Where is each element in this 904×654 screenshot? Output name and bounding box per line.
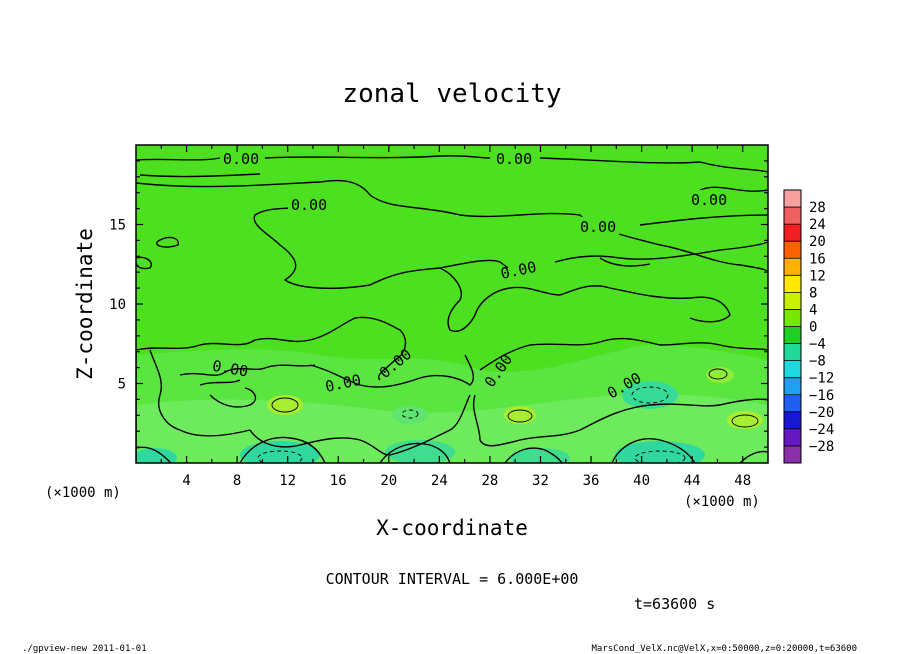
colorbar-label: −4 xyxy=(809,337,826,353)
y-tick-labels: 5 10 15 xyxy=(109,218,126,393)
colorbar-swatch xyxy=(784,428,801,447)
colorbar-label: 0 xyxy=(809,320,817,336)
colorbar-label: 4 xyxy=(809,302,817,318)
colorbar-label: −16 xyxy=(809,388,834,404)
x-tick-label: 40 xyxy=(633,473,650,489)
colorbar-label: 16 xyxy=(809,251,826,267)
contour-label: 0.00 xyxy=(580,218,616,236)
y-axis-label: Z-coordinate xyxy=(73,228,97,380)
x-tick-marks xyxy=(160,145,744,463)
footer-left-text: ./gpview-new 2011-01-01 xyxy=(22,644,147,654)
footer-right-text: MarsCond_VelX.nc@VelX,x=0:50000,z=0:2000… xyxy=(591,644,857,654)
y-tick-label: 15 xyxy=(109,218,126,234)
x-tick-label: 32 xyxy=(532,473,549,489)
x-tick-label: 8 xyxy=(233,473,241,489)
colorbar-swatch xyxy=(784,343,801,361)
colorbar-swatch xyxy=(784,394,801,413)
x-tick-label: 16 xyxy=(330,473,347,489)
x-tick-label: 12 xyxy=(279,473,296,489)
x-tick-label: 24 xyxy=(431,473,448,489)
x-tick-label: 48 xyxy=(734,473,751,489)
colorbar-label: 12 xyxy=(809,268,826,284)
x-tick-label: 4 xyxy=(182,473,190,489)
x-tick-label: 44 xyxy=(684,473,701,489)
chart-title: zonal velocity xyxy=(342,79,561,109)
colorbar xyxy=(783,189,802,464)
colorbar-swatch xyxy=(784,309,801,327)
x-axis-label: X-coordinate xyxy=(376,516,528,540)
colorbar-label: −24 xyxy=(809,422,834,438)
colorbar-label: 20 xyxy=(809,234,826,250)
time-label: t=63600 s xyxy=(634,595,715,613)
contour-interval-text: CONTOUR INTERVAL = 6.000E+00 xyxy=(326,570,579,588)
x-tick-label: 36 xyxy=(583,473,600,489)
contour-label: 0.00 xyxy=(211,357,250,381)
colorbar-swatch xyxy=(784,360,801,378)
contour-label: 0.00 xyxy=(496,150,532,168)
colorbar-swatch xyxy=(784,207,801,225)
contour-lines xyxy=(136,155,768,463)
negative-contours xyxy=(257,386,686,463)
x-tick-label: 20 xyxy=(380,473,397,489)
colorbar-swatch xyxy=(784,275,801,293)
x-tick-labels: 4 8 12 16 20 24 28 32 36 40 44 48 xyxy=(182,473,751,489)
y-unit-label: (×1000 m) xyxy=(45,485,121,501)
colorbar-label: 8 xyxy=(809,285,817,301)
colorbar-swatch xyxy=(784,241,801,259)
x-tick-label: 28 xyxy=(481,473,498,489)
colorbar-label: 28 xyxy=(809,200,826,216)
colorbar-swatch xyxy=(784,292,801,310)
positive-contours xyxy=(271,368,759,428)
colorbar-swatch xyxy=(784,326,801,344)
contour-label: 0.00 xyxy=(691,191,727,209)
colorbar-label: −12 xyxy=(809,371,834,387)
colorbar-swatch xyxy=(784,377,801,396)
colorbar-label: −8 xyxy=(809,354,826,370)
y-tick-label: 10 xyxy=(109,297,126,313)
colorbar-label: −28 xyxy=(809,439,834,455)
colorbar-swatch xyxy=(784,224,801,242)
colorbar-label: −20 xyxy=(809,405,834,421)
y-tick-label: 5 xyxy=(118,377,126,393)
colorbar-swatch xyxy=(784,445,801,464)
contour-label: 0.00 xyxy=(223,150,259,168)
field-shading xyxy=(136,345,768,463)
colorbar-swatch xyxy=(784,190,801,208)
plot-area: 0.00 0.00 0.00 0.00 0.00 0.00 0.00 0.00 … xyxy=(135,144,769,464)
colorbar-swatch xyxy=(784,411,801,430)
contour-label: 0.00 xyxy=(291,196,327,214)
y-tick-marks xyxy=(136,160,768,448)
x-unit-label: (×1000 m) xyxy=(684,494,760,510)
colorbar-label: 24 xyxy=(809,217,826,233)
colorbar-swatch xyxy=(784,258,801,276)
